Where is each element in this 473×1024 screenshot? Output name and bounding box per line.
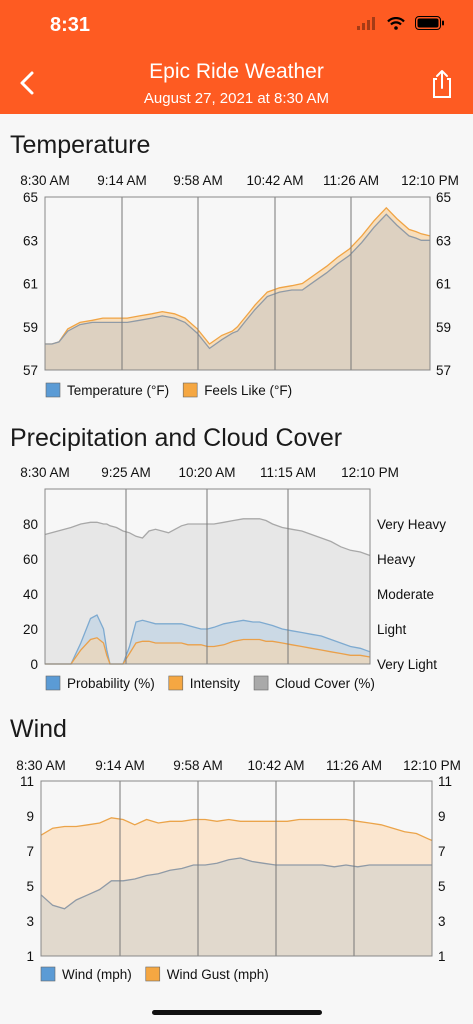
page-title: Epic Ride Weather — [149, 60, 324, 83]
series-line-0 — [45, 614, 371, 665]
y-tick-label: 80 — [23, 517, 38, 532]
x-tick-label: 10:42 AM — [247, 758, 304, 773]
y-tick-label: 9 — [26, 809, 34, 824]
series-line-0 — [40, 857, 432, 910]
legend-label: Feels Like (°F) — [204, 383, 292, 398]
y-tick-label: 63 — [23, 233, 38, 248]
page-subtitle: August 27, 2021 at 8:30 AM — [143, 90, 330, 107]
legend-swatch — [168, 675, 184, 691]
x-tick-label: 8:30 AM — [20, 173, 70, 188]
y-tick-label-right: 65 — [436, 190, 451, 205]
y-tick-label-right: 9 — [438, 809, 446, 824]
x-tick-label: 12:10 PM — [341, 465, 399, 480]
series-line-1 — [40, 817, 433, 842]
x-tick-label: 9:14 AM — [95, 758, 145, 773]
y-tick-label: 7 — [26, 844, 34, 859]
legend-label: Wind Gust (mph) — [167, 967, 269, 982]
signal-icon — [357, 16, 375, 30]
legend-swatch — [182, 382, 198, 398]
intensity-label: Very Heavy — [377, 517, 446, 532]
legend-swatch — [45, 382, 61, 398]
legend-swatch — [40, 966, 56, 982]
y-tick-label: 11 — [20, 774, 34, 789]
y-tick-label: 40 — [23, 587, 38, 602]
temperature-title: Temperature — [10, 131, 151, 159]
y-tick-label-right: 7 — [438, 844, 446, 859]
intensity-label: Light — [377, 622, 407, 637]
x-tick-label: 8:30 AM — [16, 758, 66, 773]
status-icons — [357, 16, 445, 30]
legend-label: Intensity — [190, 676, 241, 691]
precipitation-chart: 8:30 AM 9:25 AM 10:20 AM 11:15 AM 12:10 PM 0 2… — [20, 465, 446, 691]
series-line-1 — [45, 637, 371, 665]
y-tick-label: 57 — [23, 363, 38, 378]
y-tick-label: 0 — [30, 657, 38, 672]
x-tick-label: 11:26 AM — [323, 173, 379, 188]
battery-icon — [415, 16, 444, 30]
intensity-label: Very Light — [377, 657, 437, 672]
x-tick-label: 9:25 AM — [101, 465, 151, 480]
precipitation-title: Precipitation and Cloud Cover — [10, 424, 343, 452]
x-tick-label: 9:58 AM — [173, 173, 223, 188]
y-tick-label: 5 — [26, 879, 34, 894]
intensity-label: Heavy — [377, 552, 416, 567]
y-tick-label: 20 — [23, 622, 38, 637]
legend-swatch — [145, 966, 161, 982]
wind-title: Wind — [10, 715, 67, 743]
legend-swatch — [45, 675, 61, 691]
legend-label: Wind (mph) — [62, 967, 132, 982]
x-tick-label: 12:10 PM — [401, 173, 459, 188]
x-tick-label: 11:15 AM — [260, 465, 316, 480]
plot-frame — [44, 196, 431, 371]
x-tick-label: 8:30 AM — [20, 465, 70, 480]
app-header: 8:31 Epic Ride Weather August 27, 2021 a… — [0, 0, 473, 114]
y-tick-label-right: 1 — [438, 949, 446, 964]
x-tick-label: 9:58 AM — [173, 758, 223, 773]
y-tick-label: 65 — [23, 190, 38, 205]
plot-frame — [44, 488, 371, 665]
status-time: 8:31 — [50, 14, 91, 36]
x-tick-label: 10:20 AM — [178, 465, 235, 480]
series-line-2 — [44, 518, 371, 557]
y-tick-label-right: 57 — [436, 363, 451, 378]
legend-label: Temperature (°F) — [67, 383, 169, 398]
x-tick-label: 11:26 AM — [326, 758, 382, 773]
back-chevron-icon[interactable] — [14, 66, 42, 100]
wifi-icon — [387, 16, 405, 30]
legend-swatch — [253, 675, 269, 691]
x-tick-label: 12:10 PM — [403, 758, 461, 773]
y-tick-label: 61 — [23, 277, 38, 292]
y-tick-label-right: 5 — [438, 879, 446, 894]
x-tick-label: 10:42 AM — [246, 173, 303, 188]
temperature-chart: 8:30 AM 9:14 AM 9:58 AM 10:42 AM 11:26 AM 12:… — [20, 173, 459, 398]
legend-label: Cloud Cover (%) — [275, 676, 375, 691]
y-tick-label: 3 — [26, 914, 34, 929]
y-tick-label-right: 11 — [438, 774, 452, 789]
series-area-0 — [41, 858, 432, 956]
legend-label: Probability (%) — [67, 676, 155, 691]
y-tick-label-right: 3 — [438, 914, 446, 929]
series-line-1 — [45, 206, 431, 345]
y-tick-label: 59 — [23, 320, 38, 335]
y-tick-label-right: 61 — [436, 277, 451, 292]
series-area-0 — [45, 214, 430, 370]
y-tick-label: 60 — [23, 552, 38, 567]
y-tick-label: 1 — [26, 949, 34, 964]
y-tick-label-right: 59 — [436, 320, 451, 335]
y-tick-label-right: 63 — [436, 233, 451, 248]
share-icon[interactable] — [425, 66, 459, 100]
wind-chart: 8:30 AM 9:14 AM 9:58 AM 10:42 AM 11:26 AM 12:… — [16, 758, 461, 982]
intensity-label: Moderate — [377, 587, 434, 602]
home-indicator — [152, 1010, 322, 1015]
plot-frame — [40, 780, 433, 957]
series-line-0 — [45, 213, 430, 350]
x-tick-label: 9:14 AM — [97, 173, 147, 188]
